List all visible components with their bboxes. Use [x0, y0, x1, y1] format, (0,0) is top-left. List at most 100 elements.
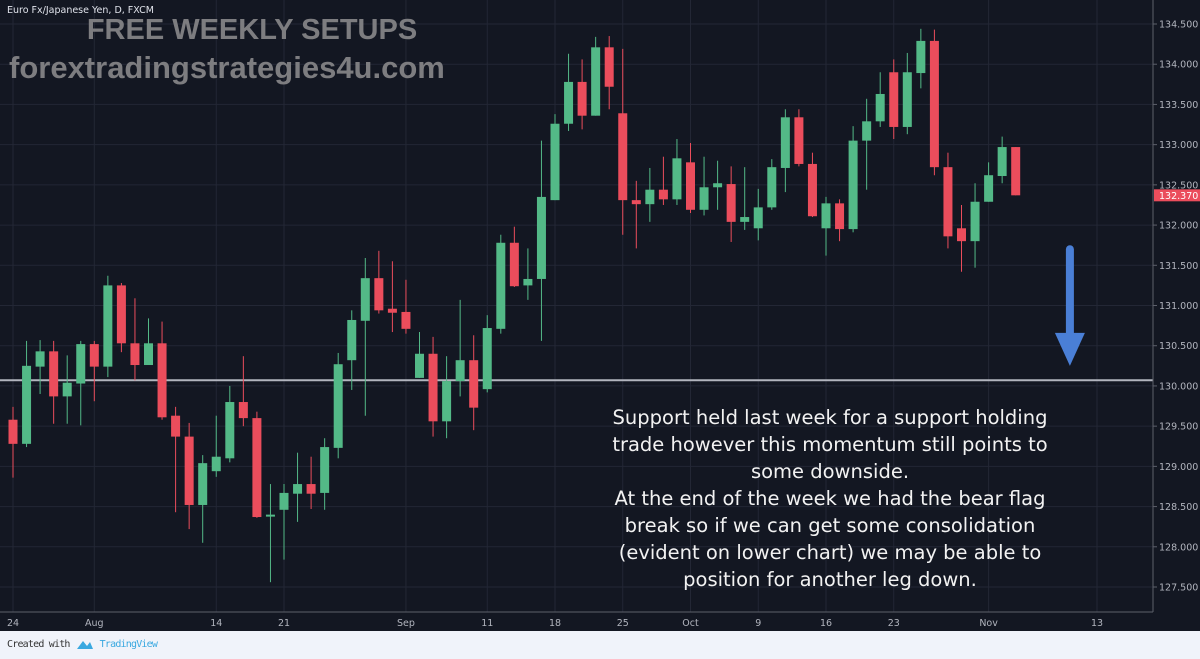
last-price-tag [1154, 189, 1200, 202]
candle-body [753, 207, 763, 229]
candle [184, 422, 194, 530]
time-tick-label: 24 [7, 618, 19, 629]
candle [401, 279, 411, 334]
candle [957, 204, 966, 272]
candle [889, 59, 899, 140]
candle-body [997, 147, 1007, 177]
candle [265, 484, 275, 583]
annotation-line: trade however this momentum still points… [612, 433, 1048, 456]
candle [509, 226, 519, 288]
chart-panel[interactable]: 134.500 134.000 133.500 133.000 132.500 132.0… [0, 0, 1200, 631]
candle-body [618, 113, 628, 201]
candle-body [482, 328, 492, 390]
candle [49, 340, 59, 424]
candle-body [387, 308, 397, 313]
candle-body [22, 365, 32, 444]
candle [211, 415, 221, 477]
candle [618, 48, 628, 235]
candle-body [306, 484, 316, 494]
candle-body [1011, 147, 1021, 196]
candle [929, 29, 939, 176]
candle-body [835, 203, 845, 230]
candle [767, 159, 777, 210]
candle-body [225, 402, 235, 459]
candle-body [496, 242, 506, 329]
candle-body [984, 175, 994, 202]
candle [740, 167, 750, 230]
candle [144, 318, 153, 366]
candle-body [279, 492, 289, 510]
candle [130, 298, 140, 381]
candle [76, 340, 86, 426]
candle [428, 336, 438, 437]
candle-body [631, 200, 641, 205]
candle-body [252, 418, 262, 518]
candle-body [62, 382, 72, 397]
candle [387, 261, 397, 333]
candle [672, 139, 682, 205]
candle-body [469, 360, 479, 408]
candle-body [943, 167, 953, 237]
candle-body [333, 364, 343, 448]
candle [22, 340, 32, 448]
candle-body [103, 285, 113, 367]
candle-body [672, 158, 682, 200]
candle [496, 234, 506, 334]
candle [997, 136, 1007, 184]
candle-body [455, 360, 465, 382]
last-price-label: 132.370 [1159, 191, 1198, 202]
candle-body [347, 319, 357, 361]
time-tick-label: Sep [397, 618, 415, 629]
tradingview-logo-icon[interactable] [76, 638, 94, 650]
candle-body [144, 343, 153, 366]
candle [807, 152, 817, 218]
price-tick-label: 133.500 [1159, 100, 1198, 111]
candle-body [807, 163, 817, 217]
down-arrow-icon[interactable] [1054, 245, 1085, 366]
candle-body [591, 47, 601, 116]
candle [970, 183, 980, 268]
candle-body [198, 463, 208, 505]
annotation-line: position for another leg down. [683, 568, 977, 591]
price-tick-label: 133.000 [1159, 140, 1198, 151]
candle [360, 258, 370, 416]
candle-body [740, 217, 750, 222]
annotation-line: break so if we can get some consolidatio… [624, 514, 1036, 537]
candle [862, 98, 872, 190]
candle [442, 356, 452, 439]
candlestick-chart[interactable]: 134.500 134.000 133.500 133.000 132.500 132.0… [0, 0, 1200, 631]
price-tick-label: 131.500 [1159, 261, 1198, 272]
candle [252, 411, 262, 518]
candle [171, 406, 181, 513]
candle [699, 156, 709, 216]
candle [238, 356, 248, 427]
candle [902, 52, 912, 135]
candle-body [645, 189, 655, 205]
candle [482, 315, 492, 393]
price-tick-label: 134.500 [1159, 20, 1198, 31]
candle [225, 385, 235, 463]
candle [103, 275, 113, 378]
candle [333, 352, 343, 459]
candle-body [49, 351, 59, 397]
candle [347, 310, 357, 390]
candle-body [360, 278, 370, 321]
candle-body [130, 343, 140, 366]
symbol-title: Euro Fx/Japanese Yen, D, FXCM [7, 5, 154, 16]
candle [984, 162, 994, 202]
candle [645, 167, 655, 222]
candle-body [929, 40, 939, 168]
candle-body [889, 72, 899, 127]
candle [604, 36, 614, 110]
candle [198, 455, 208, 543]
candle [577, 59, 587, 130]
candle [306, 456, 316, 509]
candle [1011, 147, 1021, 196]
candle-body [780, 117, 790, 168]
candle-body [536, 196, 546, 279]
tradingview-link[interactable]: TradingView [99, 638, 158, 650]
candle-body [238, 402, 248, 419]
price-tick-label: 130.000 [1159, 381, 1198, 392]
candle-body [523, 278, 533, 286]
candle [374, 250, 384, 314]
